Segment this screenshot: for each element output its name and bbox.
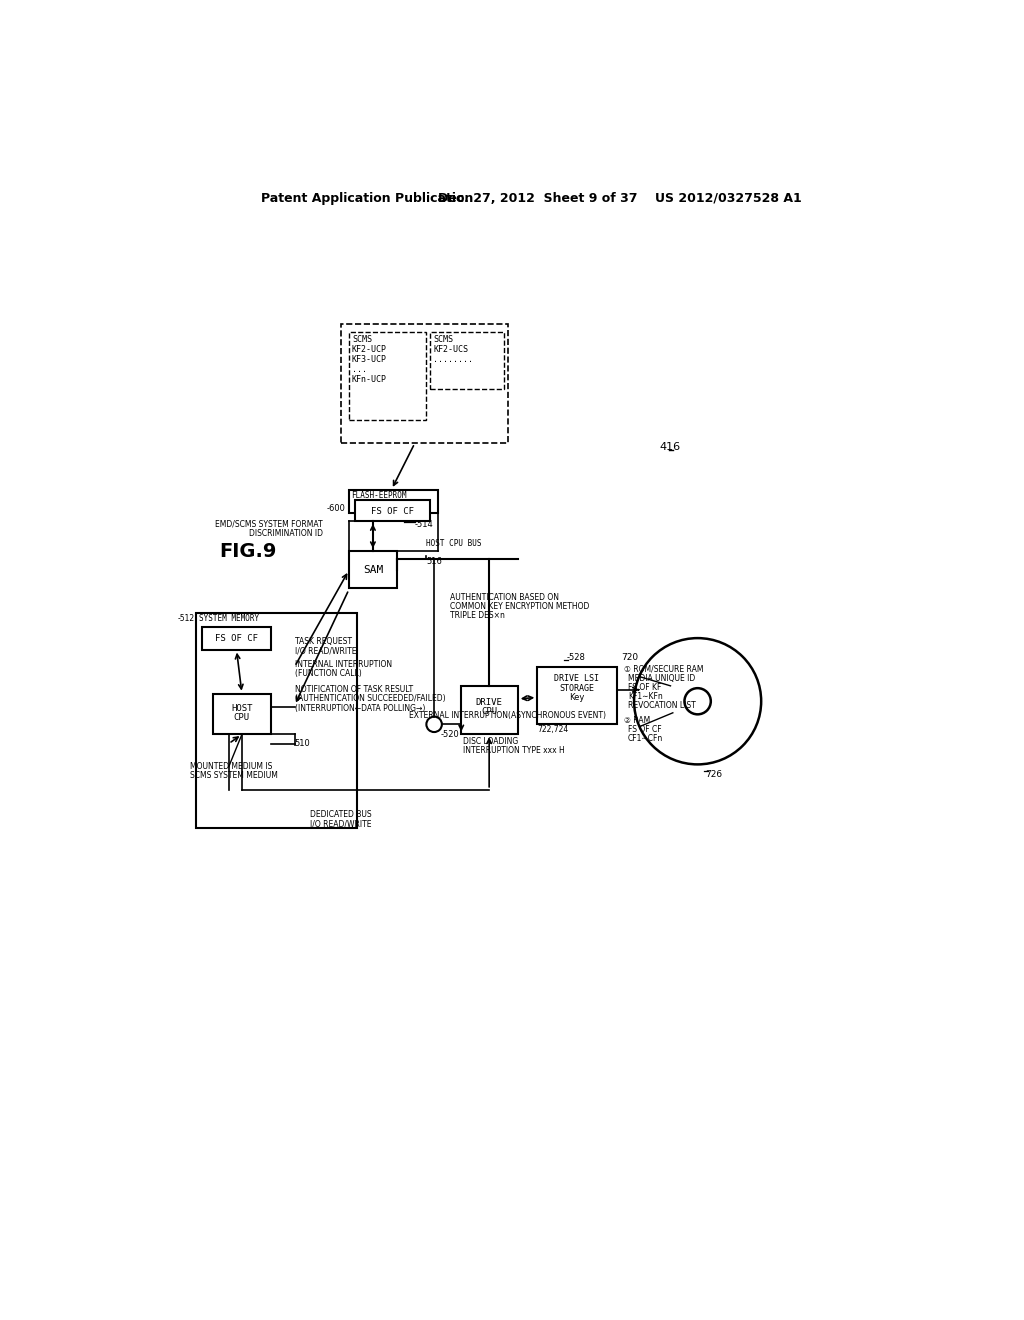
Text: FLASH-EEPROM: FLASH-EEPROM <box>351 491 407 500</box>
Text: HOST: HOST <box>231 704 253 713</box>
Bar <box>355 499 430 521</box>
Text: -528: -528 <box>566 653 586 661</box>
Text: Dec. 27, 2012  Sheet 9 of 37: Dec. 27, 2012 Sheet 9 of 37 <box>438 191 638 205</box>
Bar <box>538 667 617 725</box>
Text: Patent Application Publication: Patent Application Publication <box>261 191 474 205</box>
Text: INTERRUPTION TYPE xxx H: INTERRUPTION TYPE xxx H <box>463 746 564 755</box>
Text: DRIVE LSI: DRIVE LSI <box>554 675 599 684</box>
Text: (AUTHENTICATION SUCCEEDED/FAILED): (AUTHENTICATION SUCCEEDED/FAILED) <box>295 694 445 704</box>
Text: DRIVE: DRIVE <box>476 697 503 706</box>
Text: CF1∼CFn: CF1∼CFn <box>628 734 664 743</box>
Text: EMD/SCMS SYSTEM FORMAT: EMD/SCMS SYSTEM FORMAT <box>215 520 323 528</box>
Text: EXTERNAL INTERRUPTION(ASYNCHRONOUS EVENT): EXTERNAL INTERRUPTION(ASYNCHRONOUS EVENT… <box>410 711 606 721</box>
Text: 510: 510 <box>295 739 310 748</box>
Text: ① ROM/SECURE RAM: ① ROM/SECURE RAM <box>624 664 703 673</box>
Text: (FUNCTION CALL): (FUNCTION CALL) <box>295 669 361 678</box>
Text: Key: Key <box>569 693 585 702</box>
Text: SCMS: SCMS <box>352 335 372 343</box>
Text: 720: 720 <box>621 653 638 661</box>
Text: KF2-UCP: KF2-UCP <box>352 345 387 354</box>
Text: ② RAM: ② RAM <box>624 715 650 725</box>
Text: DISC LOADING: DISC LOADING <box>463 737 518 746</box>
Circle shape <box>426 717 442 733</box>
Text: SYSTEM MEMORY: SYSTEM MEMORY <box>200 614 259 623</box>
Text: FS OF CF: FS OF CF <box>371 507 414 516</box>
Text: FS OF CF: FS OF CF <box>628 725 662 734</box>
Text: CPU: CPU <box>233 713 250 722</box>
Text: TASK REQUEST: TASK REQUEST <box>295 638 351 647</box>
Text: KF1∼KFn: KF1∼KFn <box>628 692 663 701</box>
Text: MOUNTED MEDIUM IS: MOUNTED MEDIUM IS <box>190 762 272 771</box>
Bar <box>349 490 438 512</box>
Text: AUTHENTICATION BASED ON: AUTHENTICATION BASED ON <box>450 593 559 602</box>
Text: FS OF KF: FS OF KF <box>628 682 662 692</box>
Circle shape <box>684 688 711 714</box>
Text: KF3-UCP: KF3-UCP <box>352 355 387 364</box>
Text: I/O READ/WRITE: I/O READ/WRITE <box>310 820 372 828</box>
Text: 726: 726 <box>706 770 723 779</box>
Text: COMMON KEY ENCRYPTION METHOD: COMMON KEY ENCRYPTION METHOD <box>450 602 589 611</box>
Bar <box>430 331 504 389</box>
Text: DISCRIMINATION ID: DISCRIMINATION ID <box>249 529 323 537</box>
Text: I/O READ/WRITE: I/O READ/WRITE <box>295 647 356 656</box>
Bar <box>349 331 426 420</box>
Text: SCMS: SCMS <box>433 335 454 343</box>
Text: 516: 516 <box>426 557 442 565</box>
Text: STORAGE: STORAGE <box>559 684 594 693</box>
Text: KF2-UCS: KF2-UCS <box>433 345 468 354</box>
Text: (INTERRUPTION←DATA POLLING→): (INTERRUPTION←DATA POLLING→) <box>295 704 425 713</box>
Text: CPU: CPU <box>481 706 498 715</box>
Text: SCMS SYSTEM MEDIUM: SCMS SYSTEM MEDIUM <box>190 771 278 780</box>
Bar <box>341 323 508 444</box>
Bar <box>461 686 518 734</box>
Text: -514: -514 <box>415 520 433 528</box>
Text: HOST CPU BUS: HOST CPU BUS <box>426 539 482 548</box>
Text: ...: ... <box>352 364 367 374</box>
Circle shape <box>634 638 761 764</box>
Text: FS OF CF: FS OF CF <box>215 635 258 643</box>
Text: 722,724: 722,724 <box>538 725 568 734</box>
Text: -600: -600 <box>326 504 345 513</box>
Text: -512: -512 <box>177 614 195 623</box>
Text: -520: -520 <box>440 730 459 739</box>
Text: DEDICATED BUS: DEDICATED BUS <box>310 810 372 818</box>
Text: 416: 416 <box>659 442 681 453</box>
Text: ........: ........ <box>433 355 473 364</box>
Text: NOTIFICATION OF TASK RESULT: NOTIFICATION OF TASK RESULT <box>295 685 413 694</box>
Bar <box>203 627 270 649</box>
Text: TRIPLE DES×n: TRIPLE DES×n <box>450 611 505 620</box>
Text: SAM: SAM <box>362 565 383 576</box>
Text: US 2012/0327528 A1: US 2012/0327528 A1 <box>655 191 802 205</box>
Text: INTERNAL INTERRUPTION: INTERNAL INTERRUPTION <box>295 660 392 669</box>
Bar <box>213 693 271 734</box>
Text: KFn-UCP: KFn-UCP <box>352 375 387 384</box>
Bar <box>197 612 356 829</box>
Text: FIG.9: FIG.9 <box>219 541 276 561</box>
Text: REVOCATION LIST: REVOCATION LIST <box>628 701 695 710</box>
Text: MEDIA UNIQUE ID: MEDIA UNIQUE ID <box>628 673 695 682</box>
Bar <box>349 552 397 589</box>
